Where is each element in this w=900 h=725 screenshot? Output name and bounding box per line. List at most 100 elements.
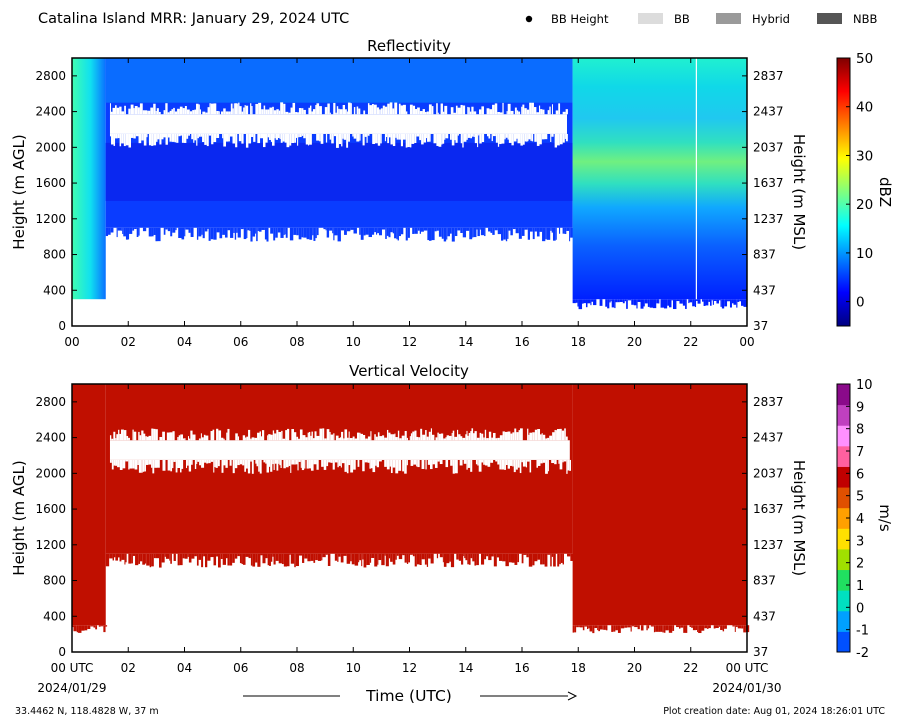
velocity-base-spike — [572, 625, 575, 633]
velocity-base-spike — [307, 553, 311, 562]
gap-edge — [156, 133, 158, 142]
echo-base-spike — [457, 227, 461, 231]
echo-base-spike — [405, 227, 408, 241]
velocity-base-spike — [578, 625, 580, 628]
gap-edge — [192, 110, 195, 115]
gap-edge — [270, 459, 273, 472]
gap-edge — [346, 133, 349, 148]
gap-edge — [404, 430, 407, 441]
gap-edge — [210, 431, 213, 441]
gap-edge — [509, 459, 513, 466]
echo-base-spike — [534, 227, 537, 232]
gap-edge — [241, 111, 244, 115]
echo-base-spike — [476, 227, 478, 230]
velocity-base-spike — [210, 553, 214, 558]
gap-edge — [526, 133, 528, 142]
velocity-base-spike — [491, 553, 494, 557]
velocity-base-spike — [624, 625, 628, 628]
gap-edge — [308, 459, 311, 469]
velocity-base-spike — [691, 625, 693, 628]
echo-base-spike — [250, 227, 253, 242]
gap-edge — [148, 459, 152, 465]
gap-edge — [178, 435, 181, 441]
gap-edge — [410, 433, 413, 441]
gap-edge — [225, 111, 229, 115]
gap-edge — [113, 133, 116, 146]
echo-base-spike — [333, 227, 335, 241]
gap-edge — [132, 429, 134, 441]
gap-edge — [245, 437, 247, 441]
gap-edge — [532, 432, 535, 441]
echo-upper-layer — [105, 58, 573, 103]
x-tick-label: 00 — [739, 335, 754, 349]
gap-edge — [343, 438, 345, 441]
x-tick-label: 02 — [121, 335, 136, 349]
gap-edge — [285, 430, 288, 441]
velocity-base-spike — [627, 625, 631, 628]
gap-edge — [325, 133, 328, 143]
velocity-base-spike — [304, 553, 308, 559]
gap-edge — [336, 106, 339, 115]
gap-edge — [344, 429, 348, 441]
velocity-base-spike — [149, 553, 152, 568]
gap-edge — [272, 459, 274, 465]
gap-edge — [328, 459, 331, 463]
gap-edge — [358, 108, 361, 115]
velocity-base-spike — [540, 553, 543, 565]
gap-edge — [521, 106, 523, 115]
echo-base-spike — [671, 299, 673, 301]
echo-base-spike — [108, 227, 111, 235]
echo-base-spike — [605, 299, 608, 307]
panel2-ylabel-right: Height (m MSL) — [790, 460, 808, 576]
velocity-base-spike — [361, 553, 363, 567]
echo-base-spike — [607, 299, 610, 309]
gap-edge — [510, 433, 513, 441]
velocity-base-spike — [550, 553, 552, 567]
gap-edge — [132, 459, 135, 469]
gap-edge — [256, 459, 259, 467]
gap-edge — [198, 133, 201, 137]
panel1-title: Reflectivity — [367, 37, 451, 55]
echo-base-spike — [400, 227, 404, 235]
gap-edge — [177, 108, 180, 115]
gap-edge — [183, 133, 187, 143]
gap-edge — [363, 434, 366, 441]
gap-edge — [142, 110, 145, 115]
gap-edge — [180, 434, 183, 441]
gap-edge — [348, 459, 351, 466]
gap-edge — [437, 112, 439, 115]
velocity-base-spike — [93, 625, 96, 628]
gap-edge — [551, 104, 553, 115]
velocity-base-spike — [537, 553, 541, 560]
velocity-base-spike — [449, 553, 451, 562]
echo-base-spike — [593, 299, 597, 306]
gap-edge — [551, 133, 554, 137]
echo-base-spike — [243, 227, 247, 240]
gap-edge — [341, 431, 344, 441]
gap-edge — [245, 105, 249, 115]
gap-edge — [245, 133, 249, 148]
band-legend: BB Height BB Hybrid NBB — [525, 12, 877, 26]
gap-edge — [258, 102, 262, 115]
gap-edge — [453, 112, 456, 115]
gap-edge — [562, 133, 565, 143]
gap-edge — [329, 112, 331, 115]
gap-edge — [483, 437, 485, 441]
velocity-base-spike — [574, 625, 577, 633]
velocity-base-spike — [570, 553, 574, 561]
gap-edge — [137, 107, 140, 115]
panel2-ylabel: Height (m AGL) — [10, 460, 28, 575]
velocity-base-spike — [426, 553, 429, 567]
echo-base-spike — [615, 299, 618, 303]
gap-edge — [371, 104, 374, 115]
gap-edge — [305, 133, 309, 145]
figure-title: Catalina Island MRR: January 29, 2024 UT… — [38, 11, 349, 27]
gap-edge — [176, 133, 179, 143]
y-tick-label: 0 — [58, 319, 66, 333]
gap-edge — [246, 459, 248, 469]
echo-base-spike — [527, 227, 530, 240]
x-tick-label: 16 — [514, 335, 529, 349]
gap-edge — [479, 432, 482, 441]
gap-edge — [291, 459, 295, 465]
gap-edge — [251, 133, 254, 137]
